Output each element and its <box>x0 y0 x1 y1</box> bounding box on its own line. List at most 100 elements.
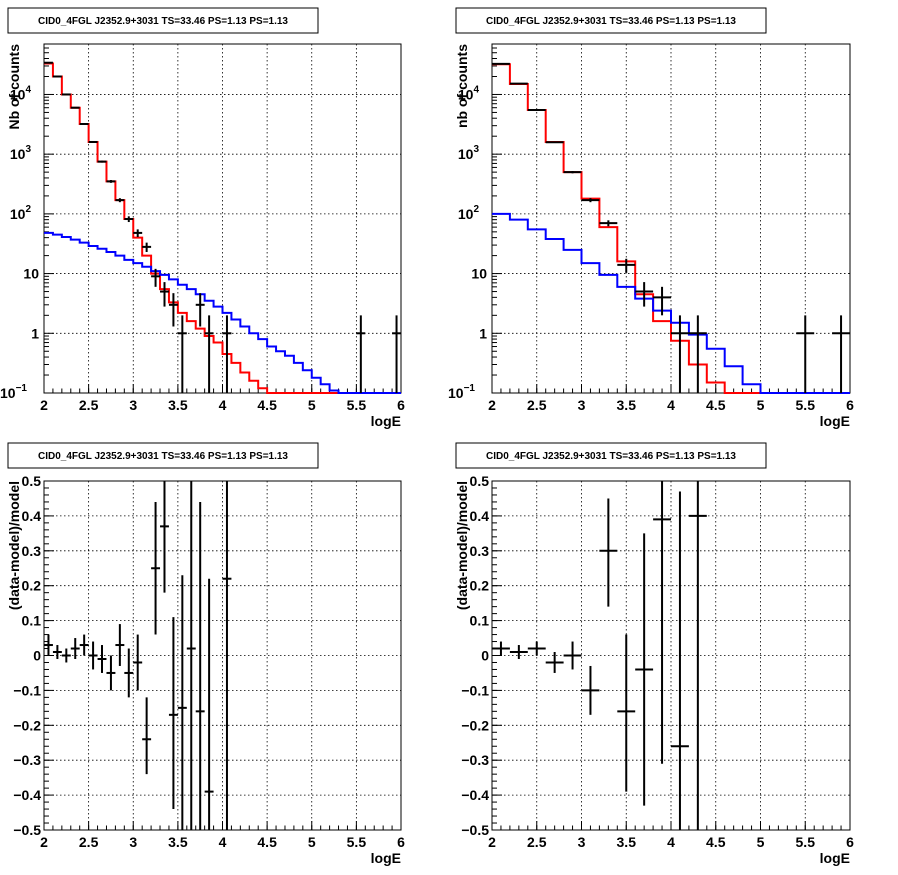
y-tick-base: 10 <box>0 385 16 401</box>
y-tick-label: 0.1 <box>470 613 490 629</box>
data-point <box>106 180 116 183</box>
y-tick-base: 10 <box>10 206 26 222</box>
y-tick-label: 10 <box>471 266 487 282</box>
y-tick-label: −0.3 <box>461 752 489 768</box>
chart-title-box <box>455 7 767 34</box>
x-tick-label: 4 <box>219 397 227 413</box>
data-point <box>635 282 654 307</box>
data-point <box>688 315 707 393</box>
chart-title-box <box>7 7 319 34</box>
y-tick-label: 0 <box>33 648 41 664</box>
x-tick-label: 3.5 <box>617 834 637 850</box>
chart-title: CID0_4FGL J2352.9+3031 TS=33.46 PS=1.13 … <box>38 16 288 27</box>
x-tick-label: 4 <box>667 834 675 850</box>
y-tick-exponent: 2 <box>473 204 479 215</box>
data-point <box>509 645 528 659</box>
data-point <box>671 491 689 830</box>
x-tick-label: 2 <box>40 834 48 850</box>
data-point <box>79 123 89 126</box>
data-point <box>688 481 707 830</box>
chart-title: CID0_4FGL J2352.9+3031 TS=33.46 PS=1.13 … <box>38 451 288 462</box>
x-tick-label: 2 <box>40 397 48 413</box>
x-tick-label: 2 <box>488 834 496 850</box>
y-tick-exponent: 4 <box>25 84 31 95</box>
y-tick-label: 102 <box>10 204 32 222</box>
x-tick-label: 5.5 <box>347 834 367 850</box>
data-point <box>392 315 401 393</box>
data-point <box>151 501 161 635</box>
y-tick-exponent: −1 <box>464 383 476 394</box>
x-axis-label: logE <box>820 413 850 429</box>
data-point <box>61 93 71 96</box>
data-point <box>70 638 80 659</box>
x-tick-label: 2.5 <box>527 397 547 413</box>
y-tick-label: 10 <box>23 266 39 282</box>
data-point <box>545 141 564 144</box>
chart-title: CID0_4FGL J2352.9+3031 TS=33.46 PS=1.13 … <box>486 451 736 462</box>
data-point <box>222 481 232 830</box>
x-tick-label: 2.5 <box>79 834 99 850</box>
data-point <box>133 229 143 237</box>
y-tick-label: −0.4 <box>13 787 41 803</box>
chart-title: CID0_4FGL J2352.9+3031 TS=33.46 PS=1.13 … <box>486 16 736 27</box>
y-tick-label: −0.2 <box>13 717 41 733</box>
data-point <box>124 648 134 698</box>
chart-panel-1: 2 2.5 3 3.5 4 4.5 5 5.5 6logE10−1110102103104Nb … <box>0 7 405 429</box>
y-tick-label: −0.5 <box>13 822 41 838</box>
x-tick-label: 2.5 <box>527 834 547 850</box>
y-tick-exponent: 3 <box>473 144 479 155</box>
y-tick-base: 1 <box>31 325 39 341</box>
data-point <box>599 498 618 607</box>
data-point <box>97 645 107 673</box>
y-tick-label: 103 <box>10 144 32 162</box>
data-point <box>563 171 582 174</box>
chart-title-box <box>455 442 767 469</box>
data-point <box>527 108 546 111</box>
data-point <box>133 634 143 691</box>
y-tick-base: 10 <box>458 146 474 162</box>
y-axis-label: (data-model)/model <box>6 481 22 610</box>
data-point <box>160 282 169 307</box>
y-tick-base: 10 <box>10 86 26 102</box>
x-axis-label: logE <box>820 850 850 866</box>
x-tick-label: 3 <box>578 397 586 413</box>
x-tick-label: 4.5 <box>706 834 726 850</box>
data-point <box>617 258 636 273</box>
y-axis-label: (data-model)/model <box>454 481 470 610</box>
data-point <box>142 697 152 775</box>
y-tick-label: −0.3 <box>13 752 41 768</box>
data-point <box>195 501 205 830</box>
x-tick-label: 4 <box>667 397 675 413</box>
data-point <box>545 652 564 673</box>
y-tick-label: −0.5 <box>461 822 489 838</box>
y-tick-base: 10 <box>10 146 26 162</box>
data-point <box>177 575 187 830</box>
x-tick-label: 3.5 <box>168 834 188 850</box>
model-histogram-blue <box>44 231 401 394</box>
y-tick-label: −0.1 <box>461 682 489 698</box>
x-tick-label: 3.5 <box>617 397 637 413</box>
x-tick-label: 3 <box>129 834 137 850</box>
chart-title-box <box>7 442 319 469</box>
y-tick-label: 10−1 <box>448 383 475 401</box>
y-tick-label: 0.5 <box>470 473 490 489</box>
data-point <box>796 315 815 393</box>
y-tick-label: 102 <box>458 204 480 222</box>
y-tick-label: 104 <box>458 84 480 102</box>
model-histogram-blue <box>492 212 850 394</box>
data-point <box>44 634 53 656</box>
y-axis-label: Nb of counts <box>6 44 22 130</box>
data-point <box>79 634 89 656</box>
data-point <box>222 315 232 393</box>
x-tick-label: 6 <box>397 834 405 850</box>
data-point <box>106 655 116 691</box>
data-point <box>635 533 654 806</box>
y-tick-base: 10 <box>458 206 474 222</box>
data-point <box>61 648 71 663</box>
x-tick-label: 5 <box>308 397 316 413</box>
y-tick-label: 0.3 <box>22 543 42 559</box>
x-axis-label: logE <box>371 413 401 429</box>
x-tick-label: 3 <box>129 397 137 413</box>
data-point <box>527 641 546 656</box>
